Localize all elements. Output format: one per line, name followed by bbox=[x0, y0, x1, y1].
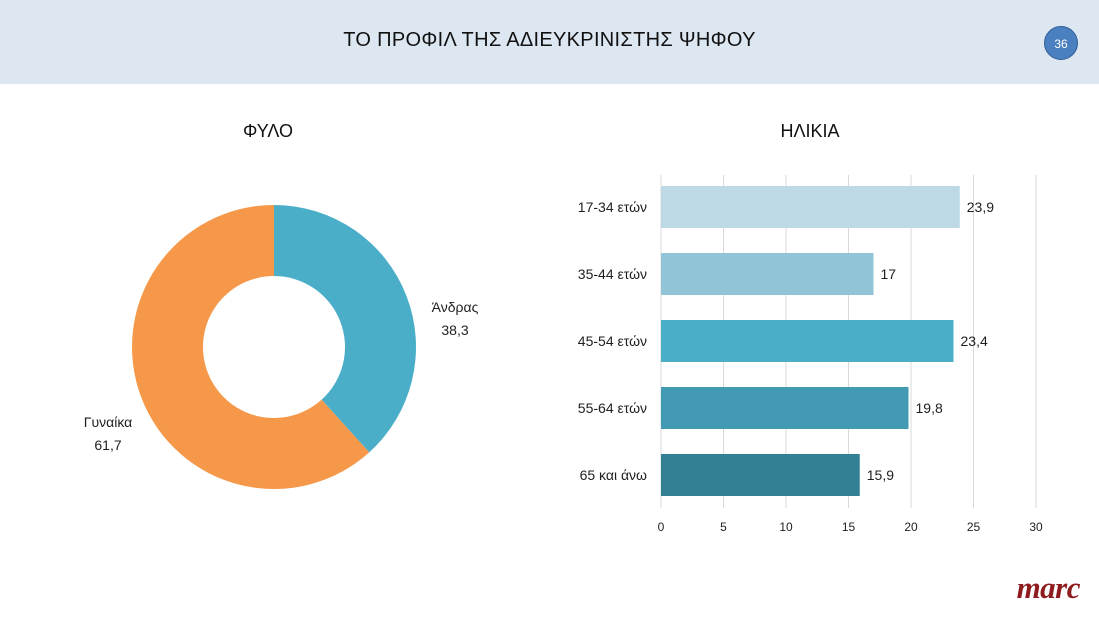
donut-slice-0 bbox=[274, 205, 416, 453]
x-tick-label-1: 5 bbox=[720, 520, 727, 534]
x-tick-label-5: 25 bbox=[967, 520, 981, 534]
category-label-0: 17-34 ετών bbox=[578, 199, 647, 215]
bar-4 bbox=[661, 454, 860, 496]
donut-label-1: Γυναίκα bbox=[84, 414, 133, 430]
x-tick-label-0: 0 bbox=[658, 520, 665, 534]
gender-chart-title: ΦΥΛΟ bbox=[242, 121, 294, 141]
page-number-badge: 36 bbox=[1044, 26, 1078, 60]
bar-0 bbox=[661, 186, 960, 228]
value-label-0: 23,9 bbox=[967, 199, 994, 215]
header-bar: ΤΟ ΠΡΟΦΙΛ ΤΗΣ ΑΔΙΕΥΚΡΙΝΙΣΤΗΣ ΨΗΦΟΥ 36 bbox=[0, 0, 1099, 84]
x-tick-label-6: 30 bbox=[1029, 520, 1043, 534]
category-label-2: 45-54 ετών bbox=[578, 333, 647, 349]
x-tick-label-2: 10 bbox=[779, 520, 793, 534]
category-label-1: 35-44 ετών bbox=[578, 266, 647, 282]
x-tick-label-4: 20 bbox=[904, 520, 918, 534]
donut-value-0: 38,3 bbox=[441, 322, 468, 338]
value-label-1: 17 bbox=[881, 266, 897, 282]
x-tick-label-3: 15 bbox=[842, 520, 856, 534]
value-label-4: 15,9 bbox=[867, 467, 894, 483]
bar-3 bbox=[661, 387, 909, 429]
category-label-3: 55-64 ετών bbox=[578, 400, 647, 416]
bar-2 bbox=[661, 320, 954, 362]
value-label-2: 23,4 bbox=[961, 333, 988, 349]
value-label-3: 19,8 bbox=[916, 400, 943, 416]
donut-value-1: 61,7 bbox=[94, 437, 121, 453]
age-chart-title: ΗΛΙΚΙΑ bbox=[780, 121, 840, 141]
donut-slice-1 bbox=[131, 205, 370, 489]
donut-label-0: Άνδρας bbox=[432, 299, 479, 315]
page-title: ΤΟ ΠΡΟΦΙΛ ΤΗΣ ΑΔΙΕΥΚΡΙΝΙΣΤΗΣ ΨΗΦΟΥ bbox=[343, 29, 756, 51]
bar-1 bbox=[661, 253, 874, 295]
marc-logo: marc bbox=[1016, 570, 1081, 605]
category-label-4: 65 και άνω bbox=[580, 467, 647, 483]
